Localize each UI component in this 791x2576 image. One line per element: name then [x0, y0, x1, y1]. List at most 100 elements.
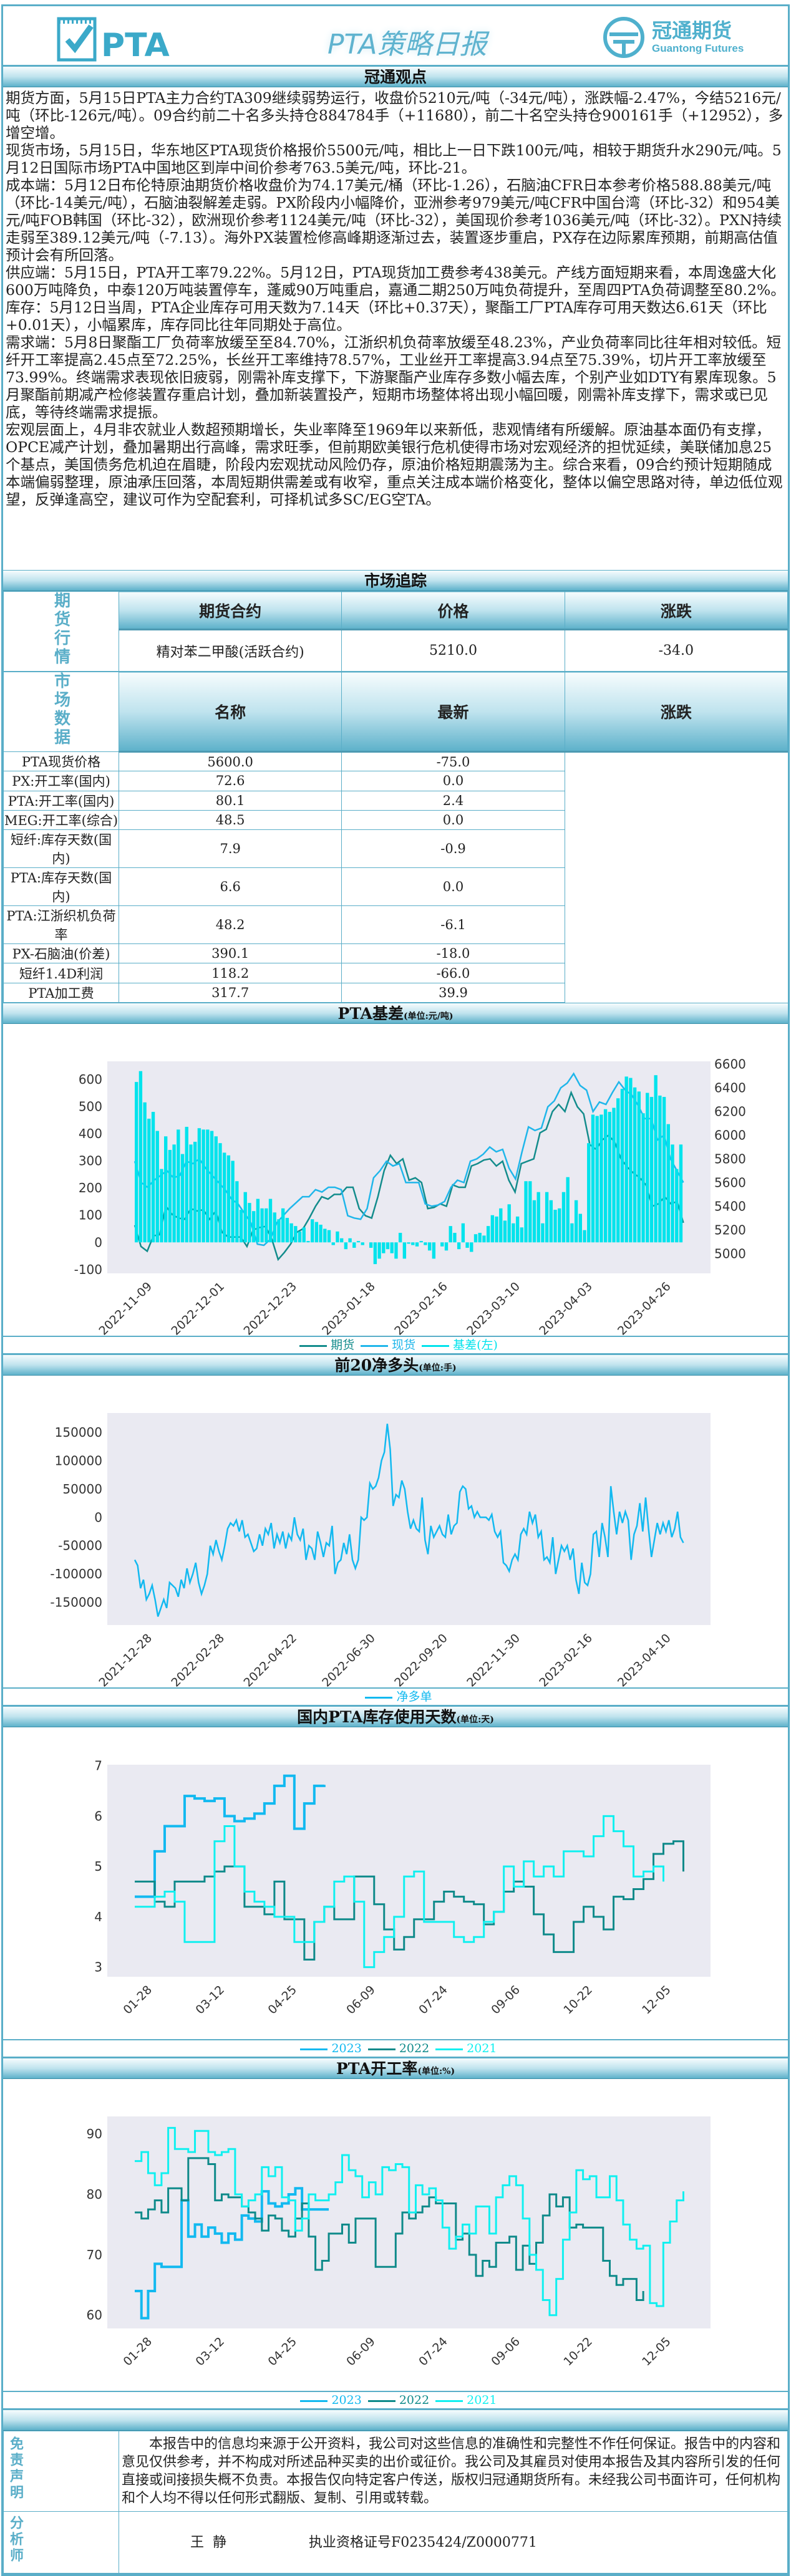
table-row: MEG:开工率(综合) 48.5 0.0 [3, 809, 788, 831]
view-section-title: 冠通观点 [3, 66, 788, 87]
basis-bar [160, 1169, 163, 1243]
y-tick-label: 50000 [62, 1482, 102, 1497]
chart-title: 前20净多头(单位:手) [3, 1354, 788, 1376]
cell-change: 0.0 [341, 809, 565, 831]
x-tick-label: 04-25 [266, 1983, 300, 2017]
basis-bar [620, 1089, 624, 1243]
basis-bar [553, 1210, 557, 1243]
cell-change: 0.0 [341, 771, 565, 791]
table-row: PTA加工费 317.7 39.9 [3, 982, 788, 1003]
basis-bar [558, 1208, 561, 1243]
basis-bar [235, 1181, 239, 1243]
cell-latest: 390.1 [118, 943, 342, 964]
basis-bar [473, 1234, 478, 1243]
basis-bar [147, 1119, 151, 1243]
y-tick-label: -100000 [50, 1566, 102, 1581]
basis-bar [675, 1169, 679, 1243]
x-tick-label: 2022-09-20 [392, 1631, 450, 1687]
x-tick-label: 2023-02-16 [536, 1631, 595, 1687]
series-line-2021 [135, 2126, 684, 2317]
cell-change: -66.0 [341, 963, 565, 983]
cell-change: -75.0 [341, 751, 565, 772]
x-tick-label: 03-12 [193, 2335, 227, 2369]
basis-bar [444, 1242, 449, 1251]
x-tick-label: 2023-02-16 [392, 1280, 450, 1336]
x-tick-label: 2022-11-30 [464, 1631, 523, 1687]
basis-bar [222, 1152, 226, 1243]
basis-bar [515, 1216, 520, 1243]
cell-name: PX-石脑油(价差) [3, 943, 119, 964]
basis-bar [344, 1242, 348, 1250]
y-tick-label: 300 [79, 1154, 102, 1169]
basis-bar [545, 1192, 549, 1243]
basis-bar [193, 1142, 197, 1243]
basis-bar [486, 1226, 490, 1243]
basis-bar [348, 1238, 352, 1243]
basis-bar [302, 1227, 306, 1243]
disclaimer-text: 本报告中的信息均来源于公开资料，我公司对这些信息的准确性和完整性不作任何保证。报… [119, 2431, 788, 2512]
basis-bar [281, 1208, 285, 1243]
brand-name-en: Guantong Futures [652, 42, 744, 54]
basis-bar [461, 1223, 465, 1243]
chart-3: 60 70 80 90 01-28 03-12 04-25 06-09 07-24 09-06 10… [3, 2079, 788, 2391]
basis-bar [566, 1177, 570, 1243]
basis-bar [549, 1200, 553, 1243]
x-tick-label: 2023-04-03 [536, 1280, 595, 1336]
y2-tick-label: 6400 [714, 1081, 746, 1096]
basis-bar [432, 1242, 436, 1259]
cell-change: 39.9 [341, 982, 565, 1003]
basis-bar [298, 1231, 302, 1243]
basis-bar [662, 1097, 666, 1243]
contract-price: 5210.0 [341, 629, 565, 672]
basis-bar [369, 1242, 373, 1248]
chart-legend: 2023 2022 2021 [3, 2039, 788, 2058]
basis-bar [180, 1154, 185, 1243]
cell-latest: 5600.0 [118, 751, 342, 772]
basis-bar [603, 1109, 608, 1243]
y2-tick-label: 6000 [714, 1128, 746, 1143]
plot-area [107, 2116, 711, 2329]
basis-bar [457, 1242, 461, 1250]
basis-bar [595, 1116, 599, 1243]
basis-bar [624, 1076, 628, 1243]
y2-tick-label: 6200 [714, 1104, 746, 1119]
basis-bar [646, 1093, 649, 1243]
chart-title: PTA基差(单位:元/吨) [3, 1003, 788, 1025]
cell-latest: 118.2 [118, 963, 342, 983]
basis-bar [268, 1199, 273, 1243]
series-line-2023 [135, 1774, 326, 1898]
chart-svg: 60 70 80 90 01-28 03-12 04-25 06-09 07-24 09-06 10… [87, 2116, 711, 2369]
basis-bar [499, 1208, 503, 1243]
report-title: PTA策略日报 [328, 29, 487, 60]
plot-area [107, 1765, 711, 1977]
chart-2: 3 4 5 6 7 01-28 03-12 04-25 06-09 07-24 09-06 10-22… [3, 1727, 788, 2039]
legend-swatch [435, 2400, 463, 2402]
basis-bar [524, 1181, 528, 1243]
x-tick-label: 06-09 [344, 2335, 378, 2369]
basis-bar [289, 1223, 293, 1243]
basis-bar [206, 1129, 210, 1243]
cell-name: PTA:开工率(国内) [3, 790, 119, 811]
basis-bar [382, 1242, 386, 1253]
cell-name: 短纤:库存天数(国内) [3, 829, 119, 869]
basis-bar [201, 1129, 205, 1243]
y2-tick-label: 5800 [714, 1152, 746, 1167]
cell-name: MEG:开工率(综合) [3, 809, 119, 831]
basis-bar [649, 1097, 654, 1243]
basis-bar [427, 1242, 432, 1251]
y-tick-label: 6 [94, 1808, 102, 1823]
legend-swatch [367, 2048, 396, 2050]
cell-latest: 48.5 [118, 809, 342, 831]
y-tick-label: 400 [79, 1126, 102, 1141]
y2-tick-label: 5400 [714, 1199, 746, 1213]
basis-bar [415, 1242, 419, 1247]
basis-bar [616, 1098, 620, 1243]
contract-name: 精对苯二甲酸(活跃合约) [118, 629, 342, 672]
basis-bar [453, 1233, 457, 1243]
basis-bar [578, 1213, 583, 1243]
futures-table: 期货行情 期货合约 价格 涨跌 精对苯二甲酸(活跃合约) 5210.0 -34.… [3, 591, 789, 672]
basis-bar [356, 1241, 361, 1243]
basis-bar [168, 1150, 172, 1243]
basis-bar [138, 1071, 143, 1243]
x-tick-label: 09-06 [488, 2335, 523, 2369]
